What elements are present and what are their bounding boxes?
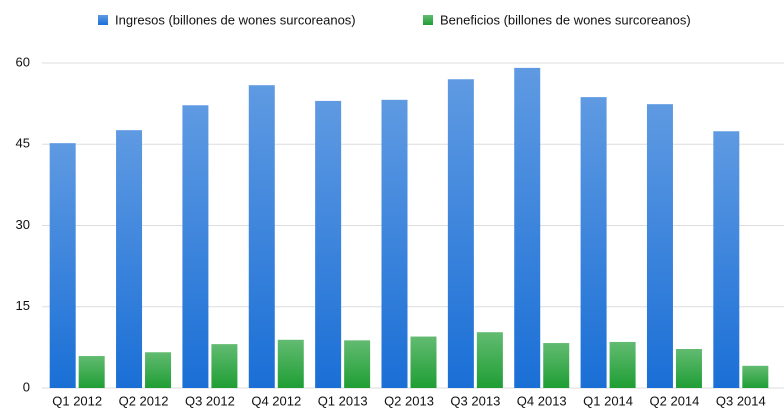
bar bbox=[182, 105, 209, 388]
legend-label: Ingresos (billones de wones surcoreanos) bbox=[115, 12, 356, 27]
bar bbox=[742, 365, 769, 388]
legend-swatch bbox=[98, 15, 108, 25]
x-tick-label: Q1 2012 bbox=[52, 393, 102, 408]
bar bbox=[277, 339, 304, 388]
bar bbox=[713, 131, 740, 388]
x-tick-label: Q4 2013 bbox=[517, 393, 567, 408]
bar bbox=[675, 349, 702, 388]
bar bbox=[145, 352, 172, 388]
bar bbox=[514, 67, 541, 388]
y-tick-label: 15 bbox=[16, 298, 30, 313]
y-tick-label: 0 bbox=[23, 379, 30, 394]
bar bbox=[580, 97, 607, 388]
bar bbox=[248, 85, 275, 388]
bar bbox=[410, 336, 437, 388]
bar bbox=[543, 343, 570, 388]
bar bbox=[447, 79, 474, 388]
bar bbox=[49, 143, 76, 388]
bar bbox=[116, 130, 143, 388]
x-tick-label: Q1 2013 bbox=[318, 393, 368, 408]
x-tick-label: Q2 2012 bbox=[119, 393, 169, 408]
x-tick-label: Q3 2013 bbox=[450, 393, 500, 408]
x-tick-label: Q3 2012 bbox=[185, 393, 235, 408]
x-tick-label: Q4 2012 bbox=[251, 393, 301, 408]
bar bbox=[609, 341, 636, 388]
bar bbox=[476, 332, 503, 388]
legend-swatch bbox=[423, 15, 433, 25]
bar bbox=[646, 104, 673, 389]
bar bbox=[344, 340, 371, 388]
bar bbox=[211, 344, 238, 388]
x-tick-label: Q1 2014 bbox=[583, 393, 633, 408]
x-tick-label: Q2 2014 bbox=[650, 393, 700, 408]
x-tick-label: Q2 2013 bbox=[384, 393, 434, 408]
bar bbox=[315, 100, 342, 389]
legend-label: Beneficios (billones de wones surcoreano… bbox=[440, 12, 691, 27]
y-tick-label: 30 bbox=[16, 217, 30, 232]
y-tick-label: 45 bbox=[16, 136, 30, 151]
y-tick-label: 60 bbox=[16, 54, 30, 69]
x-tick-label: Q3 2014 bbox=[716, 393, 766, 408]
bar bbox=[381, 99, 408, 388]
bar bbox=[78, 356, 105, 388]
